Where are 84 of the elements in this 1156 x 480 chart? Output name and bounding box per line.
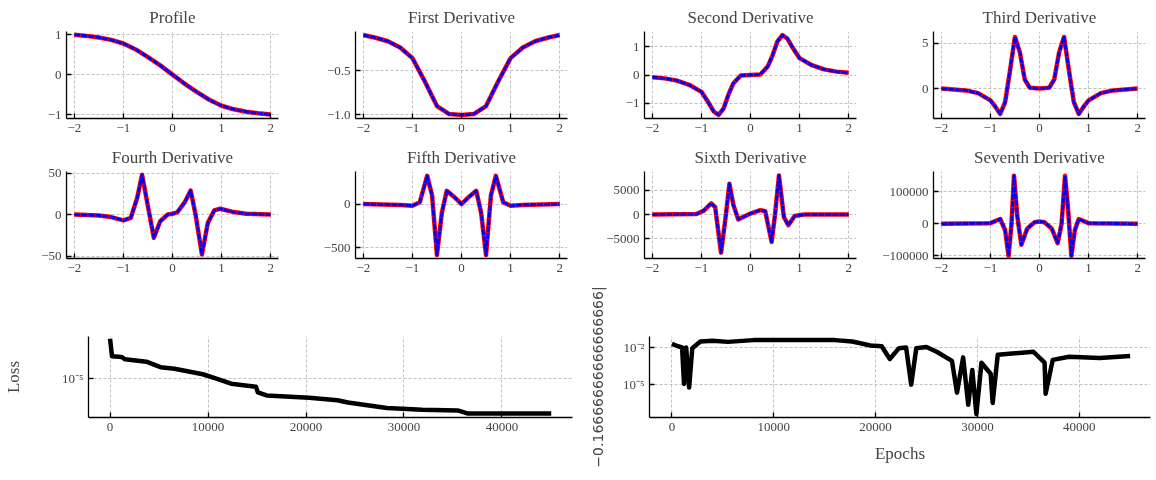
x-tick-label: 0 [1036,259,1043,275]
x-tick-label: 0 [458,259,465,275]
x-tick-label: 2 [1134,259,1141,275]
chart-title: Second Derivative [687,7,814,27]
y-tick-label: 10⁻² [623,339,645,355]
x-tick-label: −1 [983,119,998,135]
x-tick-label: 0 [1036,119,1043,135]
x-tick-label: 2 [1134,119,1141,135]
x-tick-label: 0 [106,418,114,434]
x-tick-label: 1 [218,259,225,275]
x-tick-label: −1 [116,119,131,135]
x-tick-label: −2 [356,259,371,275]
x-tick-label: −2 [645,259,660,275]
x-tick-label: 1 [218,119,225,135]
x-tick-label: 1 [1085,259,1092,275]
x-tick-label: 2 [845,119,852,135]
x-tick-label: 1 [507,119,514,135]
x-tick-label: 20000 [859,418,892,434]
y-tick-label: 0 [633,67,640,82]
y-tick-label: 0 [922,80,929,96]
x-tick-label: 1 [1085,119,1092,135]
y-tick-label: 1 [633,38,640,54]
chart-title: Profile [149,7,196,27]
y-tick-label: 0 [55,206,62,222]
x-tick-label: −1 [405,259,420,275]
x-tick-label: −1 [116,259,131,275]
y-tick-label: −500 [323,239,351,255]
y-tick-label: 100000 [889,183,929,199]
x-tick-label: −2 [67,259,82,275]
y-axis-title: −0.16666666666666666| [589,286,607,468]
x-tick-label: 30000 [961,418,994,434]
x-tick-label: 20000 [289,418,323,434]
x-tick-label: 2 [267,259,274,275]
x-tick-label: 0 [458,119,465,135]
chart-title: Fifth Derivative [406,147,517,167]
x-tick-label: 10000 [191,418,225,434]
chart-title: Seventh Derivative [974,147,1105,167]
x-tick-label: −1 [983,259,998,275]
x-tick-label: 0 [169,119,176,135]
x-tick-label: −2 [67,119,82,135]
y-tick-label: 1 [55,26,62,42]
y-tick-label: 0 [922,215,929,231]
y-tick-label: −50 [41,248,62,264]
x-axis-title: Epochs [874,443,926,463]
chart-title: Fourth Derivative [111,147,234,167]
x-tick-label: 2 [556,119,563,135]
y-tick-label: 5 [922,35,929,51]
y-tick-label: −5000 [606,230,640,246]
x-tick-label: 2 [556,259,563,275]
x-tick-label: 30000 [387,418,421,434]
x-tick-label: 2 [267,119,274,135]
chart-title: Third Derivative [982,7,1097,27]
y-tick-label: −0.5 [326,62,351,78]
y-tick-label: 50 [48,165,62,181]
y-tick-label: 0 [55,66,62,82]
x-tick-label: 40000 [485,418,519,434]
x-tick-label: 0 [747,259,754,275]
chart-title: First Derivative [407,7,516,27]
x-tick-label: 2 [845,259,852,275]
x-tick-label: 0 [169,259,176,275]
x-tick-label: 1 [796,259,803,275]
y-tick-label: −1 [625,95,640,111]
x-tick-label: 1 [796,119,803,135]
y-tick-label: −1 [47,106,62,122]
y-tick-label: 10⁻⁵ [622,377,645,393]
x-tick-label: −2 [934,119,949,135]
x-tick-label: −2 [645,119,660,135]
x-tick-label: −2 [356,119,371,135]
y-tick-label: 5000 [613,182,640,198]
x-tick-label: 10000 [757,418,790,434]
x-tick-label: −1 [694,259,709,275]
chart-title: Sixth Derivative [694,147,807,167]
x-tick-label: 40000 [1062,418,1096,434]
y-tick-label: 0 [344,196,351,212]
y-tick-label: −1.0 [326,106,351,122]
x-tick-label: 0 [747,119,754,135]
x-tick-label: 0 [668,418,676,434]
y-tick-label: 0 [633,206,640,222]
y-tick-label: −100000 [882,247,929,263]
x-tick-label: −1 [694,119,709,135]
x-tick-label: −1 [405,119,420,135]
y-axis-title: Loss [3,360,23,394]
x-tick-label: −2 [934,259,949,275]
x-tick-label: 1 [507,259,514,275]
